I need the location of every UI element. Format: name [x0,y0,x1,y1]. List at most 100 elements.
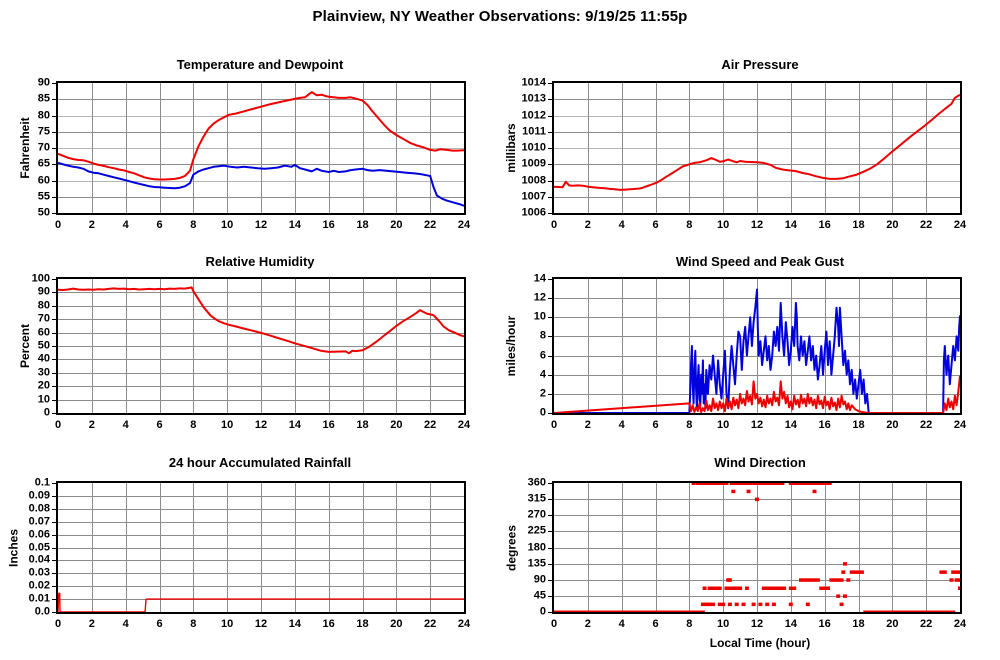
gridline-vertical [430,279,431,413]
gridline-vertical [926,279,927,413]
x-axis-tick-label: 22 [424,219,437,231]
y-axis-tick-mark [548,499,553,501]
gridline-vertical [859,83,860,213]
data-point [592,610,597,612]
y-axis-tick-mark [548,531,553,533]
data-point [704,602,709,607]
y-axis-title-rainfall: Inches [6,528,20,567]
x-axis-tick-label: 8 [190,618,197,630]
data-point [568,610,573,612]
gridline-vertical [363,483,364,612]
y-axis-tick-mark [52,413,57,414]
x-axis-tick-label: 8 [190,419,197,431]
data-point [650,610,655,612]
data-point [640,610,644,612]
gridline-vertical [430,83,431,213]
data-point [626,610,631,612]
data-point [927,610,932,612]
data-point [917,610,922,612]
data-point [734,602,739,607]
series-layer-pressure [554,93,960,191]
data-point [751,483,756,485]
x-axis-tick-label: 10 [717,419,730,431]
gridline-vertical [892,83,893,213]
x-axis-tick-label: 2 [88,219,95,231]
y-axis-tick-label: 0 [539,406,546,419]
y-axis-tick-label: 1010 [521,141,546,154]
y-axis-tick-label: 20 [37,379,50,392]
y-axis-tick-label: 90 [533,573,546,586]
gridline-vertical [396,83,397,213]
data-point [699,483,704,485]
data-point [677,610,682,612]
data-point [799,483,803,485]
gridline-vertical [859,483,860,612]
data-point [799,578,803,582]
x-axis-tick-label: 12 [254,219,268,231]
data-point [890,610,895,612]
chart-title-wind: Wind Speed and Peak Gust [675,254,845,269]
gridline-vertical [92,483,93,612]
x-axis-tick-label: 14 [288,219,301,231]
data-point [629,610,634,612]
y-axis-tick-label: 45 [533,589,546,602]
y-axis-tick-label: 80 [37,299,50,312]
y-axis-tick-mark [52,399,57,401]
data-point [897,610,902,612]
data-point [765,586,770,590]
x-axis-tick-label: 22 [424,419,437,431]
data-point [947,610,952,612]
data-point [958,570,960,574]
gridline-vertical [892,483,893,612]
gridline-vertical [92,279,93,413]
data-point [805,483,810,485]
gridline-vertical [126,279,127,413]
data-point [656,610,661,612]
gridline-vertical [295,83,296,213]
series-layer-wind [554,288,960,413]
y-axis-tick-label: 0.08 [28,502,50,515]
data-point [738,586,743,590]
data-point [841,570,846,574]
data-point [711,586,715,590]
y-axis-tick-label: 85 [37,92,50,105]
data-point [727,578,732,582]
data-point [616,610,621,612]
y-axis-tick-mark [52,305,57,307]
y-axis-tick-mark [548,298,553,300]
y-axis-tick-mark [548,83,553,84]
gridline-vertical [791,83,792,213]
x-axis-tick-label: 12 [750,219,764,231]
data-point [788,586,793,590]
data-point [939,570,944,574]
series-line [58,161,464,207]
data-point [951,610,956,612]
gridline-vertical [588,279,589,413]
data-point [653,610,658,612]
data-point [565,610,570,612]
data-point [582,610,587,612]
y-axis-tick-mark [52,196,57,198]
x-axis-tick-label: 16 [322,419,335,431]
data-point [907,610,912,612]
gridline-vertical [261,279,262,413]
y-axis-tick-label: 1008 [521,174,546,186]
x-axis-tick-label: 20 [886,618,899,630]
gridline-vertical [757,83,758,213]
gridline-vertical [160,279,161,413]
x-axis-tick-label: 24 [457,618,471,630]
data-point [636,610,641,612]
y-axis-tick-mark [548,336,553,338]
x-axis-tick-label: 20 [390,618,403,630]
x-axis-tick-label: 14 [784,419,797,431]
gridline-vertical [396,483,397,612]
data-point [859,570,864,574]
gridline-vertical [193,279,194,413]
data-point [788,602,793,607]
data-point [805,578,810,582]
data-point [910,610,915,612]
gridline-vertical [160,483,161,612]
x-axis-tick-label: 4 [618,618,625,630]
x-axis-tick-label: 18 [356,419,369,431]
y-axis-tick-label: 0.05 [28,541,50,553]
